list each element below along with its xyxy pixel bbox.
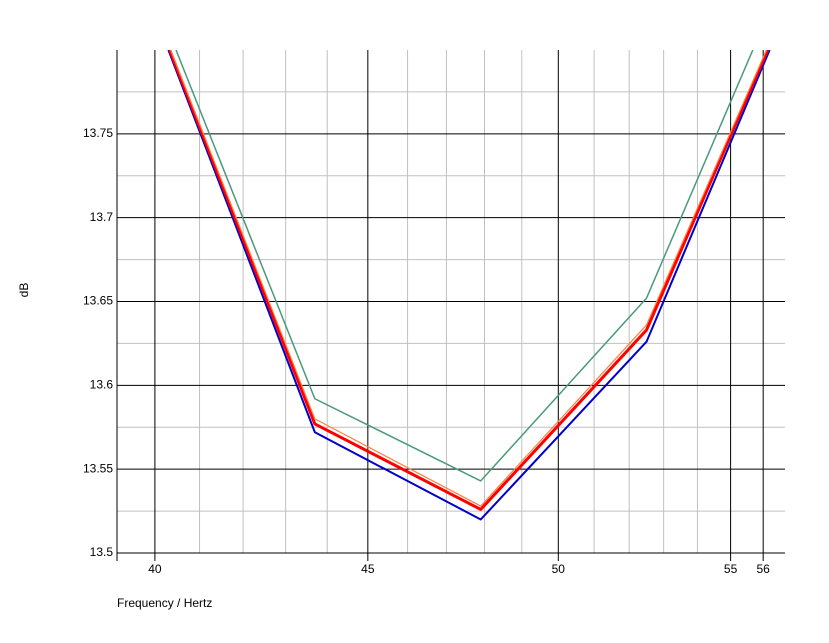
y-tick-label: 13.5 — [90, 545, 114, 559]
x-tick-label: 50 — [552, 562, 566, 576]
x-tick-label: 55 — [724, 562, 738, 576]
y-tick-label: 13.55 — [83, 461, 113, 475]
y-tick-label: 13.6 — [90, 378, 114, 392]
series-line — [175, 50, 754, 482]
series-line — [168, 50, 770, 511]
x-tick-label: 40 — [148, 562, 162, 576]
y-tick-label: 13.75 — [83, 126, 113, 140]
x-axis-label: Frequency / Hertz — [117, 596, 212, 610]
series-line — [170, 50, 767, 507]
y-tick-label: 13.65 — [83, 294, 113, 308]
x-tick-label: 45 — [361, 562, 375, 576]
x-tick-label: 56 — [757, 562, 771, 576]
y-axis-label: dB — [17, 283, 31, 298]
series-line — [167, 50, 771, 521]
y-tick-label: 13.7 — [90, 210, 114, 224]
